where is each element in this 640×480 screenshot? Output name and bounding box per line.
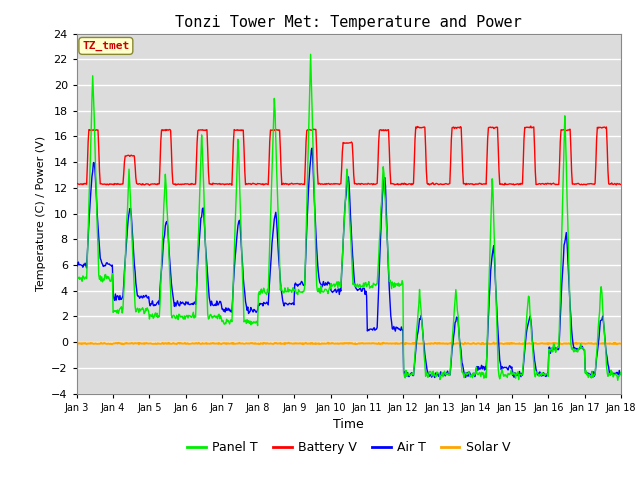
Solar V <box>223 341 230 347</box>
Panel T <box>617 370 625 375</box>
Battery V <box>83 181 90 187</box>
Battery V <box>139 181 147 187</box>
Air T <box>308 145 316 151</box>
Solar V <box>431 340 438 346</box>
Air T <box>139 295 147 301</box>
Solar V <box>194 341 202 347</box>
Line: Panel T: Panel T <box>77 54 621 380</box>
Panel T <box>73 272 81 277</box>
Air T <box>617 371 625 377</box>
Y-axis label: Temperature (C) / Power (V): Temperature (C) / Power (V) <box>36 136 45 291</box>
Solar V <box>83 341 90 347</box>
Air T <box>83 265 90 271</box>
Air T <box>73 262 81 267</box>
Battery V <box>527 123 534 129</box>
Panel T <box>416 287 424 292</box>
Panel T <box>83 276 90 281</box>
Title: Tonzi Tower Met: Temperature and Power: Tonzi Tower Met: Temperature and Power <box>175 15 522 30</box>
Solar V <box>617 341 625 347</box>
Panel T <box>223 316 230 322</box>
Battery V <box>223 181 231 187</box>
X-axis label: Time: Time <box>333 418 364 431</box>
Panel T <box>307 51 314 57</box>
Battery V <box>145 182 153 188</box>
Solar V <box>73 340 81 346</box>
Line: Solar V: Solar V <box>77 343 621 344</box>
Battery V <box>195 127 202 133</box>
Panel T <box>194 245 202 251</box>
Battery V <box>617 181 625 187</box>
Solar V <box>490 340 497 346</box>
Air T <box>194 259 202 264</box>
Air T <box>431 374 438 380</box>
Battery V <box>431 181 439 187</box>
Battery V <box>416 125 424 131</box>
Solar V <box>415 341 422 347</box>
Panel T <box>139 305 147 311</box>
Text: TZ_tmet: TZ_tmet <box>82 41 129 51</box>
Solar V <box>139 340 147 346</box>
Line: Battery V: Battery V <box>77 126 621 185</box>
Line: Air T: Air T <box>77 148 621 377</box>
Panel T <box>431 373 439 379</box>
Solar V <box>460 341 467 347</box>
Panel T <box>614 377 621 383</box>
Air T <box>416 316 424 322</box>
Air T <box>433 371 440 376</box>
Battery V <box>73 180 81 186</box>
Air T <box>223 308 230 313</box>
Legend: Panel T, Battery V, Air T, Solar V: Panel T, Battery V, Air T, Solar V <box>182 436 515 459</box>
